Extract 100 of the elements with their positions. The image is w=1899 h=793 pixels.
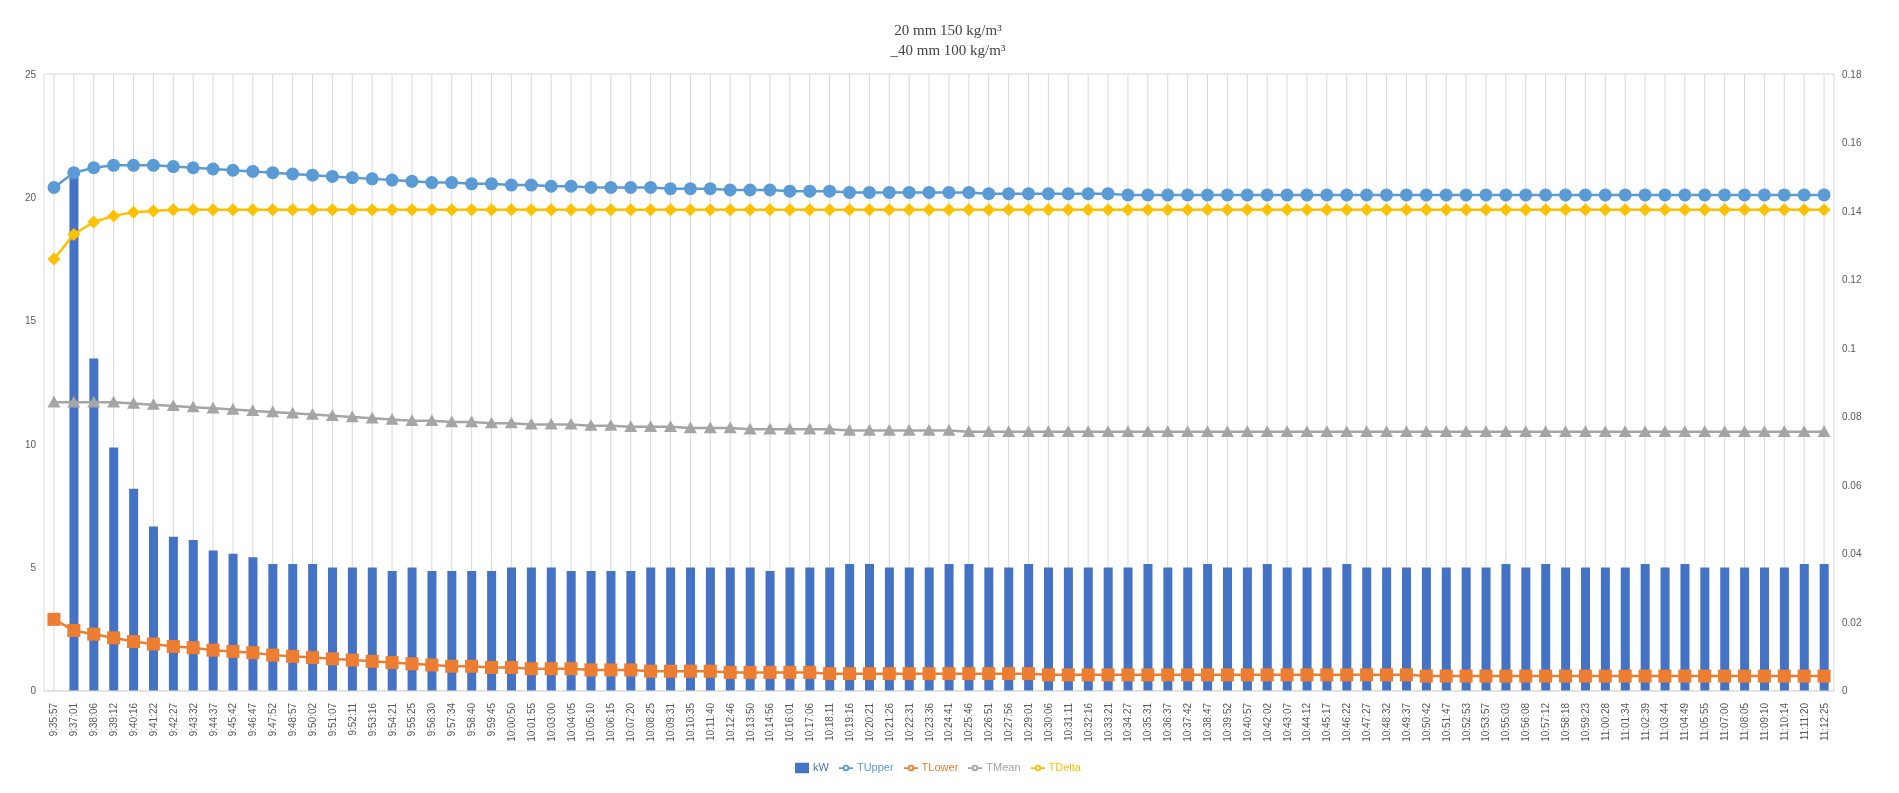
x-tick-label: 10:17:06: [804, 702, 816, 742]
x-tick-label: 9:48:57: [287, 702, 299, 737]
x-tick-label: 11:01:34: [1619, 702, 1631, 742]
y2-tick-label: 0.08: [1842, 411, 1862, 423]
x-tick-label: 9:43:32: [187, 702, 199, 737]
x-tick-label: 10:13:50: [744, 702, 756, 742]
x-tick-label: 9:38:06: [88, 702, 100, 737]
x-tick-label: 10:01:55: [525, 702, 537, 742]
x-tick-label: 10:26:51: [983, 702, 995, 742]
x-tick-label: 10:44:12: [1301, 702, 1313, 742]
y2-tick-label: 0.16: [1842, 137, 1862, 149]
x-tick-label: 10:22:31: [903, 702, 915, 742]
bar: [188, 540, 198, 691]
x-tick-label: 9:55:25: [406, 702, 418, 737]
y-tick-label: 15: [24, 315, 37, 327]
x-tick-label: 10:56:08: [1520, 702, 1532, 742]
x-tick-label: 10:50:42: [1420, 702, 1432, 742]
bar: [168, 536, 178, 691]
x-tick-label: 9:44:37: [207, 702, 219, 737]
x-tick-label: 10:33:21: [1102, 702, 1114, 742]
x-tick-label: 10:09:31: [665, 702, 676, 742]
x-tick-label: 9:39:12: [108, 702, 120, 737]
x-tick-label: 10:05:10: [585, 702, 597, 742]
y2-tick-label: 0.18: [1842, 68, 1862, 80]
x-tick-label: 9:56:30: [426, 702, 438, 737]
x-tick-label: 10:39:52: [1221, 702, 1233, 742]
x-tick-label: 10:20:21: [863, 702, 875, 742]
x-tick-label: 10:14:56: [764, 702, 776, 742]
x-tick-label: 9:58:40: [466, 702, 478, 737]
x-tick-label: 9:37:01: [68, 702, 80, 737]
x-tick-label: 9:47:52: [267, 702, 279, 737]
x-tick-label: 10:36:37: [1162, 702, 1174, 742]
x-tick-label: 10:43:07: [1281, 702, 1293, 742]
x-tick-label: 11:02:39: [1639, 702, 1651, 742]
y2-tick-label: 0: [1842, 685, 1848, 697]
x-tick-label: 9:35:57: [48, 702, 60, 737]
x-tick-label: 11:09:10: [1758, 702, 1770, 742]
x-tick-label: 11:00:28: [1599, 702, 1611, 742]
x-tick-label: 10:42:02: [1261, 702, 1273, 742]
x-tick-label: 10:11:40: [704, 702, 716, 742]
x-tick-label: 9:52:11: [346, 702, 358, 736]
legend-label: kW: [813, 760, 829, 773]
y-tick-label: 5: [30, 562, 37, 574]
x-tick-label: 10:48:32: [1381, 702, 1392, 742]
x-tick-label: 10:40:57: [1241, 702, 1253, 742]
x-tick-label: 10:53:57: [1480, 702, 1492, 742]
x-tick-label: 10:30:06: [1042, 702, 1054, 742]
y-tick-label: 10: [24, 438, 37, 450]
x-tick-label: 10:34:27: [1122, 702, 1134, 742]
bar: [248, 557, 258, 691]
x-tick-label: 10:35:31: [1142, 702, 1154, 742]
x-tick-label: 10:23:36: [923, 702, 935, 742]
y2-tick-label: 0.12: [1842, 274, 1862, 286]
x-tick-label: 10:03:00: [545, 702, 557, 742]
x-tick-label: 11:05:55: [1699, 702, 1711, 742]
x-tick-label: 9:59:45: [486, 702, 497, 737]
x-tick-label: 10:46:22: [1341, 702, 1353, 742]
y2-tick-label: 0.04: [1842, 548, 1862, 560]
y-tick-label: 0: [30, 685, 37, 697]
chart-subtitle: _40 mm 100 kg/m³: [889, 41, 1007, 60]
legend-label: TLower: [921, 760, 959, 773]
bar: [89, 358, 99, 691]
x-tick-label: 10:19:16: [844, 702, 855, 742]
x-tick-label: 10:06:15: [605, 702, 617, 742]
x-tick-label: 10:52:53: [1460, 702, 1472, 742]
x-tick-label: 9:45:42: [227, 702, 239, 737]
x-tick-label: 11:03:44: [1659, 702, 1671, 742]
x-tick-label: 10:24:41: [943, 702, 955, 742]
x-tick-label: 10:16:01: [784, 702, 796, 742]
x-tick-label: 10:51:47: [1440, 702, 1452, 742]
x-tick-label: 9:54:21: [386, 702, 398, 737]
y2-tick-label: 0.1: [1842, 342, 1857, 354]
x-tick-label: 10:00:50: [505, 702, 517, 742]
x-tick-label: 9:46:47: [247, 702, 259, 737]
x-tick-label: 10:25:46: [963, 702, 975, 742]
x-tick-label: 10:21:26: [883, 702, 895, 742]
y2-tick-label: 0.14: [1842, 205, 1862, 217]
x-tick-label: 9:41:22: [147, 702, 159, 737]
legend-label: TMean: [986, 760, 1021, 773]
y-tick-label: 25: [24, 68, 37, 80]
x-tick-label: 10:57:12: [1540, 702, 1552, 742]
chart-title: 20 mm 150 kg/m³: [893, 21, 1003, 40]
bar: [208, 550, 218, 691]
x-tick-label: 10:27:56: [1003, 702, 1015, 742]
x-tick-label: 10:04:05: [565, 702, 577, 742]
x-tick-label: 11:08:05: [1739, 702, 1750, 742]
x-tick-label: 10:45:17: [1321, 702, 1333, 742]
x-tick-label: 10:55:03: [1500, 702, 1512, 742]
x-tick-label: 10:07:20: [625, 702, 637, 742]
legend-label: TUpper: [856, 760, 894, 773]
x-tick-label: 10:08:25: [645, 702, 657, 742]
x-tick-label: 10:29:01: [1023, 702, 1034, 742]
y2-tick-label: 0.02: [1842, 616, 1862, 628]
x-tick-label: 10:47:27: [1361, 702, 1373, 742]
bar: [129, 488, 139, 691]
bar: [109, 447, 119, 691]
x-tick-label: 10:32:16: [1082, 702, 1094, 742]
x-tick-label: 11:10:14: [1778, 702, 1790, 742]
x-tick-label: 10:58:18: [1560, 702, 1571, 742]
x-tick-label: 10:38:47: [1202, 702, 1213, 742]
